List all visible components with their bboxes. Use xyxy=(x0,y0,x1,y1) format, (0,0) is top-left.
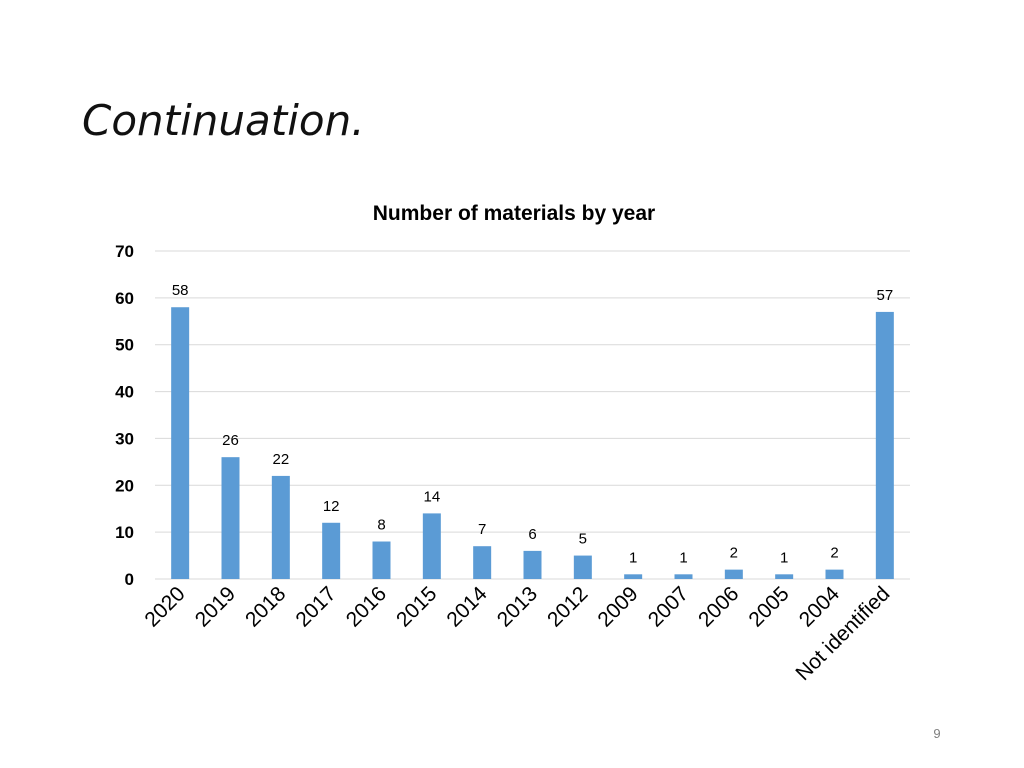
data-label: 22 xyxy=(272,451,289,468)
bars xyxy=(171,307,894,579)
data-label: 2 xyxy=(730,545,738,562)
data-label: 8 xyxy=(377,517,385,534)
data-label: 5 xyxy=(579,531,587,548)
bar-not-identified xyxy=(875,311,894,579)
x-tick-label: 2009 xyxy=(593,582,642,631)
y-tick-label: 60 xyxy=(115,289,134,308)
bar-2013 xyxy=(523,550,542,579)
x-tick-label: 2005 xyxy=(744,582,793,631)
bar-2014 xyxy=(473,546,492,579)
x-tick-label: 2019 xyxy=(191,582,240,631)
y-tick-label: 30 xyxy=(115,429,134,448)
data-label: 1 xyxy=(780,549,788,566)
y-tick-label: 0 xyxy=(125,570,134,589)
x-tick-label: 2013 xyxy=(493,582,542,631)
data-label: 1 xyxy=(679,549,687,566)
y-tick-label: 50 xyxy=(115,336,134,355)
x-tick-label: 2020 xyxy=(140,582,189,631)
bar-2020 xyxy=(171,307,190,579)
y-tick-label: 70 xyxy=(115,242,134,261)
bar-2012 xyxy=(573,555,592,579)
y-tick-label: 40 xyxy=(115,383,134,402)
x-tick-label: 2018 xyxy=(241,582,290,631)
x-tick-label: 2007 xyxy=(644,582,693,631)
bar-2017 xyxy=(322,522,341,579)
page-number: 9 xyxy=(933,726,941,741)
data-label: 14 xyxy=(423,488,440,505)
x-axis-tick-labels: 2020 2019 2018 2017 2016 2015 2014 2013 2012 2009… xyxy=(140,582,894,685)
bar-2004 xyxy=(825,569,844,579)
slide-title: Continuation. xyxy=(82,96,365,145)
bar-2006 xyxy=(724,569,743,579)
data-label: 7 xyxy=(478,521,486,538)
x-tick-label: 2016 xyxy=(342,582,391,631)
bar-2007 xyxy=(674,574,693,579)
x-tick-label: 2015 xyxy=(392,582,441,631)
data-label: 58 xyxy=(172,282,189,299)
y-tick-label: 10 xyxy=(115,523,134,542)
x-tick-label: 2006 xyxy=(694,582,743,631)
y-axis-tick-labels: 0 10 20 30 40 50 60 70 xyxy=(115,242,134,589)
bar-2019 xyxy=(221,457,240,579)
bar-2016 xyxy=(372,541,391,579)
x-tick-label: 2012 xyxy=(543,582,592,631)
data-label: 6 xyxy=(528,526,536,543)
bar-2018 xyxy=(271,475,290,579)
data-label: 2 xyxy=(830,545,838,562)
x-tick-label: 2017 xyxy=(291,582,340,631)
x-tick-label: 2014 xyxy=(442,582,492,632)
chart-title: Number of materials by year xyxy=(373,202,655,225)
bar-2009 xyxy=(624,574,643,579)
bar-2005 xyxy=(775,574,794,579)
data-label: 1 xyxy=(629,549,637,566)
data-label: 12 xyxy=(323,498,340,515)
data-label: 57 xyxy=(876,287,893,304)
data-label: 26 xyxy=(222,432,239,449)
y-tick-label: 20 xyxy=(115,476,134,495)
bar-2015 xyxy=(422,513,441,579)
